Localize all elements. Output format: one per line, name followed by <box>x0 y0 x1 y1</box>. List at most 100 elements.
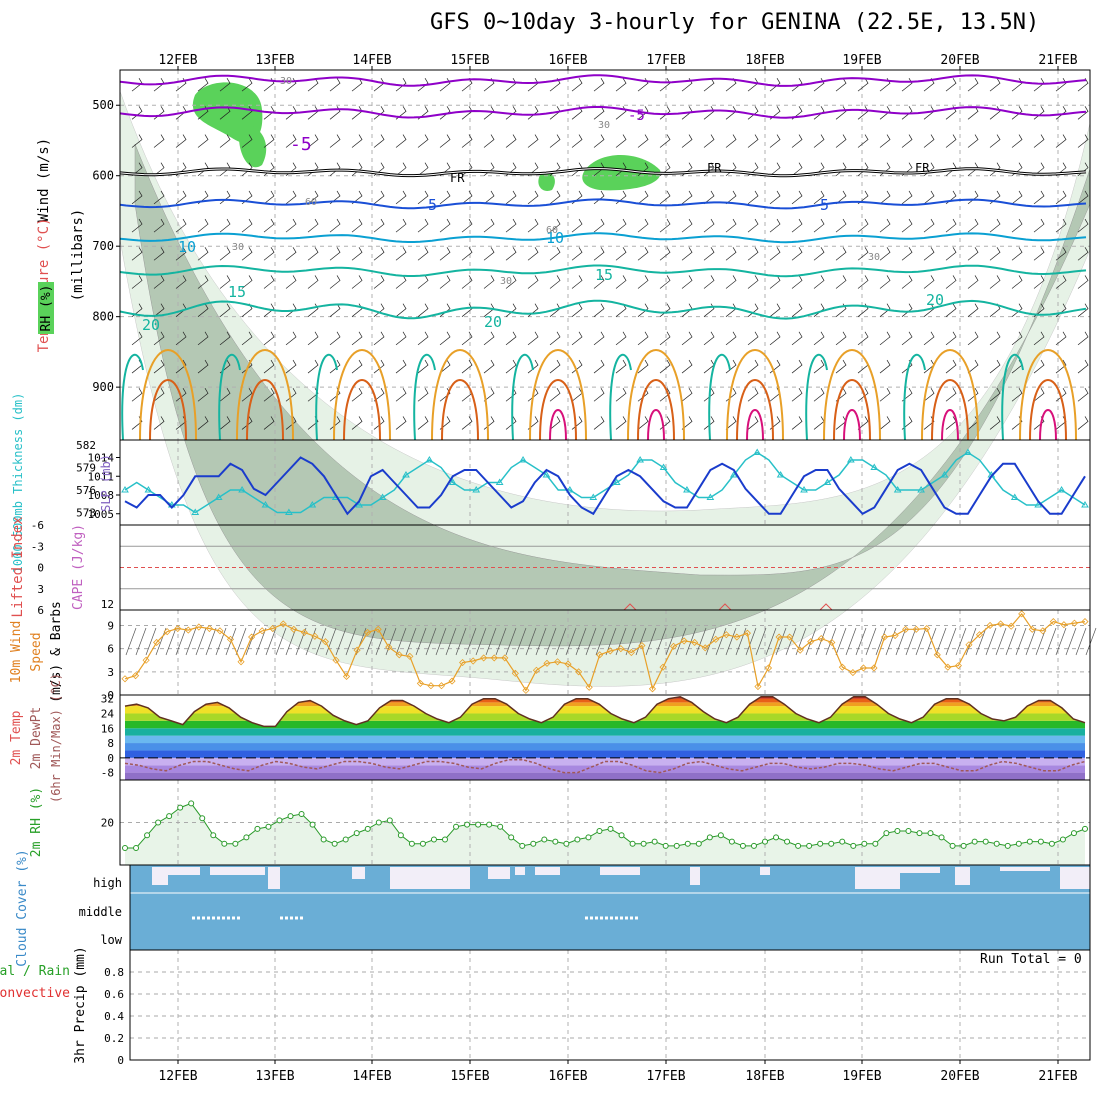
bottom-date-label: 17FEB <box>646 1069 685 1084</box>
surface-wind-barb <box>1015 627 1027 656</box>
wind-speed-point <box>1007 622 1015 630</box>
rh2m-point <box>1015 840 1022 847</box>
surface-wind-barb <box>245 627 257 656</box>
temp-band <box>125 772 1085 780</box>
wind-barb <box>725 134 737 148</box>
wind-barb <box>857 388 869 402</box>
wind-barb <box>791 247 803 261</box>
lifted-index-tick-label: -6 <box>31 519 44 532</box>
dewpoint-line <box>124 758 1086 774</box>
wind-barb <box>901 134 913 148</box>
thickness-point <box>285 508 293 515</box>
rh2m-point <box>684 840 691 847</box>
surface-wind-barb <box>575 627 587 656</box>
wind-barb <box>769 190 781 205</box>
wind-speed-point <box>965 641 973 649</box>
wind-barb <box>791 388 803 402</box>
surface-wind-barb <box>645 627 657 656</box>
wind-barb <box>703 247 715 261</box>
wind-barb <box>1077 77 1089 92</box>
surface-wind-barb <box>885 627 897 656</box>
thickness-point <box>659 463 668 470</box>
isotherm-plus25-lobe <box>1019 349 1077 441</box>
top-date-label: 21FEB <box>1038 53 1077 68</box>
slp-tick-label: 1005 <box>88 508 115 521</box>
wind-barb <box>263 359 275 374</box>
thickness-point <box>425 456 434 463</box>
wind-speed-point <box>849 669 857 677</box>
wind-barb <box>989 162 1001 176</box>
wind-barb <box>461 218 473 233</box>
wind-speed-point <box>511 669 519 677</box>
wind-barb <box>197 416 209 430</box>
wind-barb <box>725 275 737 289</box>
wind-barb <box>703 106 715 120</box>
isotherm-plus20 <box>119 299 1087 320</box>
wind-barb <box>285 388 297 402</box>
ylabel-wind10m: 10m Wind <box>9 621 24 684</box>
thickness-point <box>636 456 645 463</box>
wind-speed-point <box>627 648 635 657</box>
wind-barb <box>439 247 451 261</box>
wind-barb <box>351 275 363 289</box>
wind-barb <box>483 218 495 233</box>
temp-band <box>125 743 1085 751</box>
wind-barb <box>923 218 935 233</box>
wind-speed-point <box>786 633 794 641</box>
rh2m-point <box>199 815 206 822</box>
wind-barb <box>329 247 341 261</box>
wind-barb <box>285 331 297 346</box>
contour-label: 5 <box>820 196 829 214</box>
wind-barb <box>923 416 935 430</box>
wind-barb <box>329 331 341 346</box>
surface-wind-barb <box>475 627 487 656</box>
wind-barb <box>791 275 803 289</box>
rh2m-point <box>375 819 382 826</box>
slp-tick-label: 1008 <box>88 489 115 502</box>
wind-barb <box>593 106 605 120</box>
wind-barb <box>659 359 671 374</box>
wind-barb <box>615 106 627 120</box>
bottom-date-label: 12FEB <box>158 1069 197 1084</box>
isotherm-plus30-lobe <box>736 379 774 441</box>
wind-barb <box>791 331 803 346</box>
surface-wind-barb <box>915 627 927 656</box>
wind-barb <box>351 359 363 374</box>
precip-tick-label: 0.6 <box>104 988 124 1001</box>
wind-barb <box>593 416 605 430</box>
wind-barb <box>967 331 979 346</box>
wind-barb <box>153 331 165 346</box>
isotherm-plus30-lobe <box>441 379 479 441</box>
rh2m-point <box>1070 830 1077 837</box>
wind-barb <box>593 190 605 205</box>
rh2m-point <box>607 825 614 832</box>
wind-barb <box>945 303 957 317</box>
wind-barb <box>1011 388 1023 402</box>
rh2m-point <box>828 840 835 847</box>
wind-barb <box>725 416 737 430</box>
thickness-point <box>1010 493 1019 500</box>
wind-speed-point <box>437 682 446 690</box>
upper-ytick-label: 600 <box>92 169 114 183</box>
clear-sky-block <box>600 867 640 875</box>
cape-blip <box>718 603 732 611</box>
wind-barb <box>417 388 429 402</box>
isotherm-plus5 <box>119 198 1087 210</box>
surface-wind-barb <box>905 627 917 656</box>
wind-barb <box>153 416 165 430</box>
surface-wind-barb <box>715 627 727 656</box>
wind-barb <box>505 77 517 92</box>
rh2m-point <box>265 823 272 830</box>
contour-label: FR <box>450 171 465 185</box>
rh2m-point <box>1004 842 1011 849</box>
wind-barb <box>197 388 209 402</box>
wind-barb <box>615 359 627 374</box>
wind-barb <box>373 106 385 120</box>
wind-barb <box>307 190 319 205</box>
wind-speed-point <box>807 638 815 646</box>
thickness-tick-label: 573 <box>76 507 96 520</box>
rh2m-point <box>530 840 537 847</box>
wind-barb <box>285 134 297 148</box>
wind-speed-point <box>216 627 224 635</box>
